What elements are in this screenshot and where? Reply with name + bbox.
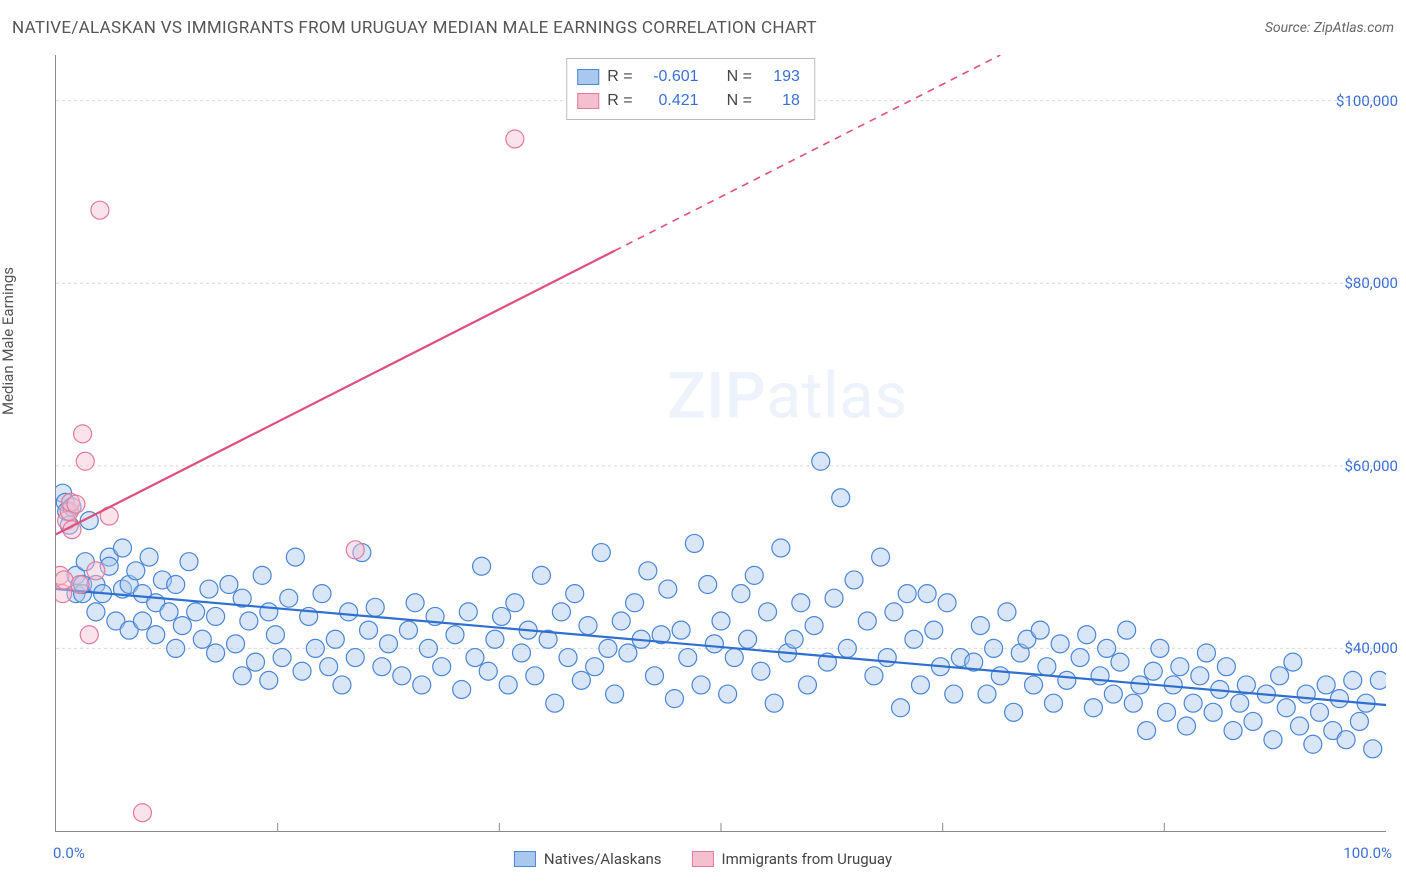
- legend-label: Natives/Alaskans: [544, 850, 662, 868]
- legend-item: Natives/Alaskans: [514, 850, 662, 868]
- n-value: 193: [760, 65, 800, 89]
- legend-swatch: [577, 69, 599, 85]
- chart-area: ZIPatlas: [55, 55, 1386, 832]
- r-value: -0.601: [641, 65, 699, 89]
- correlation-row: R = 0.421 N = 18: [577, 89, 800, 113]
- legend-swatch: [577, 93, 599, 109]
- legend-item: Immigrants from Uruguay: [692, 850, 893, 868]
- y-tick-label: $80,000: [1344, 274, 1398, 292]
- r-value: 0.421: [641, 89, 699, 113]
- y-tick-label: $40,000: [1344, 639, 1398, 657]
- legend-swatch: [514, 851, 536, 867]
- chart-svg: [56, 55, 1386, 831]
- correlation-row: R = -0.601 N = 193: [577, 65, 800, 89]
- x-tick-end: 100.0%: [1343, 844, 1392, 862]
- chart-header: NATIVE/ALASKAN VS IMMIGRANTS FROM URUGUA…: [12, 18, 1394, 38]
- legend-swatch: [692, 851, 714, 867]
- n-value: 18: [760, 89, 800, 113]
- r-label: R =: [607, 65, 632, 89]
- chart-title: NATIVE/ALASKAN VS IMMIGRANTS FROM URUGUA…: [12, 18, 817, 38]
- y-tick-label: $100,000: [1336, 92, 1398, 110]
- correlation-box: R = -0.601 N = 193 R = 0.421 N = 18: [566, 58, 815, 120]
- n-label: N =: [727, 89, 752, 113]
- bottom-legend: Natives/Alaskans Immigrants from Uruguay: [514, 850, 892, 868]
- x-tick-start: 0.0%: [53, 844, 85, 862]
- y-axis-label: Median Male Earnings: [0, 267, 17, 415]
- legend-label: Immigrants from Uruguay: [722, 850, 893, 868]
- r-label: R =: [607, 89, 632, 113]
- n-label: N =: [727, 65, 752, 89]
- y-tick-label: $60,000: [1344, 457, 1398, 475]
- chart-source: Source: ZipAtlas.com: [1265, 20, 1394, 36]
